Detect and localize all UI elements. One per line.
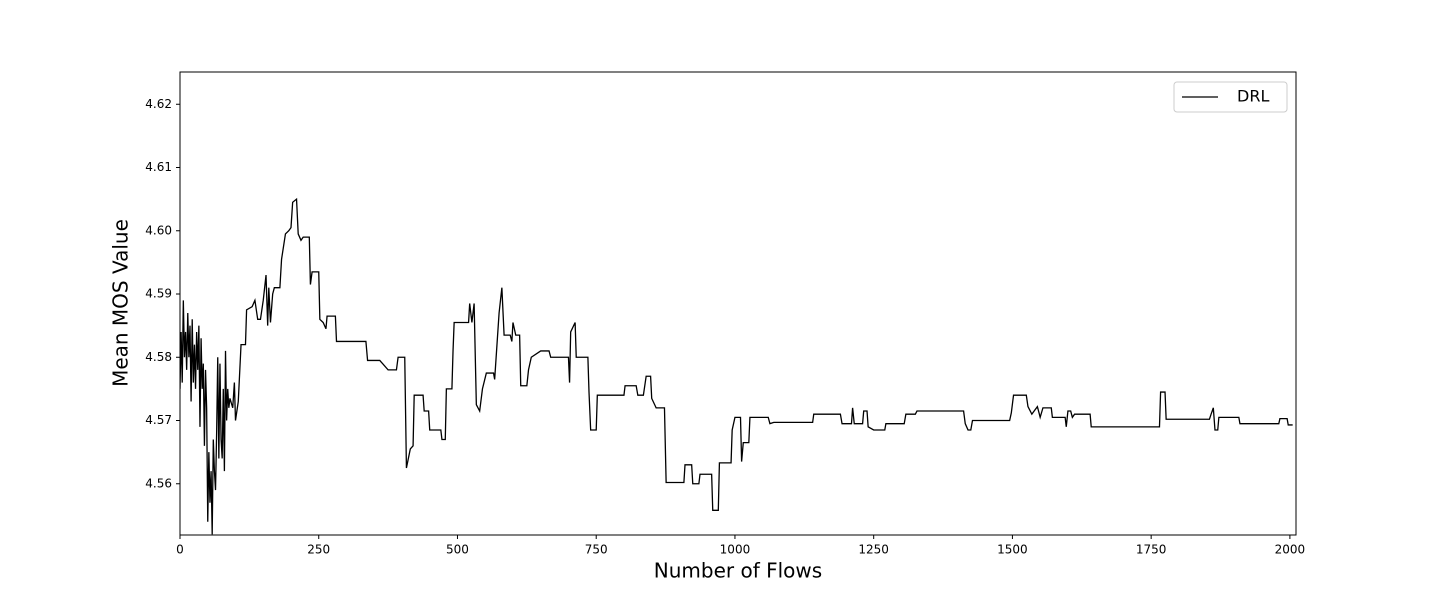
x-tick-label: 1250 (858, 543, 889, 557)
y-tick-label: 4.59 (145, 287, 172, 301)
y-tick-label: 4.57 (145, 413, 172, 427)
data-line (180, 197, 1293, 535)
y-axis-label: Mean MOS Value (109, 219, 133, 387)
plot-frame (179, 71, 1297, 536)
x-tick-label: 1500 (997, 543, 1028, 557)
legend-label: DRL (1237, 87, 1269, 106)
y-tick-label: 4.62 (145, 97, 172, 111)
y-tick-label: 4.56 (145, 476, 172, 490)
x-tick-label: 500 (446, 543, 469, 557)
y-tick-label: 4.58 (145, 350, 172, 364)
x-axis-label: Number of Flows (654, 559, 822, 583)
x-tick-label: 1750 (1136, 543, 1167, 557)
y-tick-label: 4.61 (145, 160, 172, 174)
x-tick-label: 1000 (720, 543, 751, 557)
x-tick-label: 250 (307, 543, 330, 557)
x-tick-label: 750 (585, 543, 608, 557)
x-tick-label: 0 (176, 543, 184, 557)
x-tick-label: 2000 (1275, 543, 1306, 557)
legend-box (1173, 81, 1288, 113)
y-tick-label: 4.60 (145, 223, 172, 237)
